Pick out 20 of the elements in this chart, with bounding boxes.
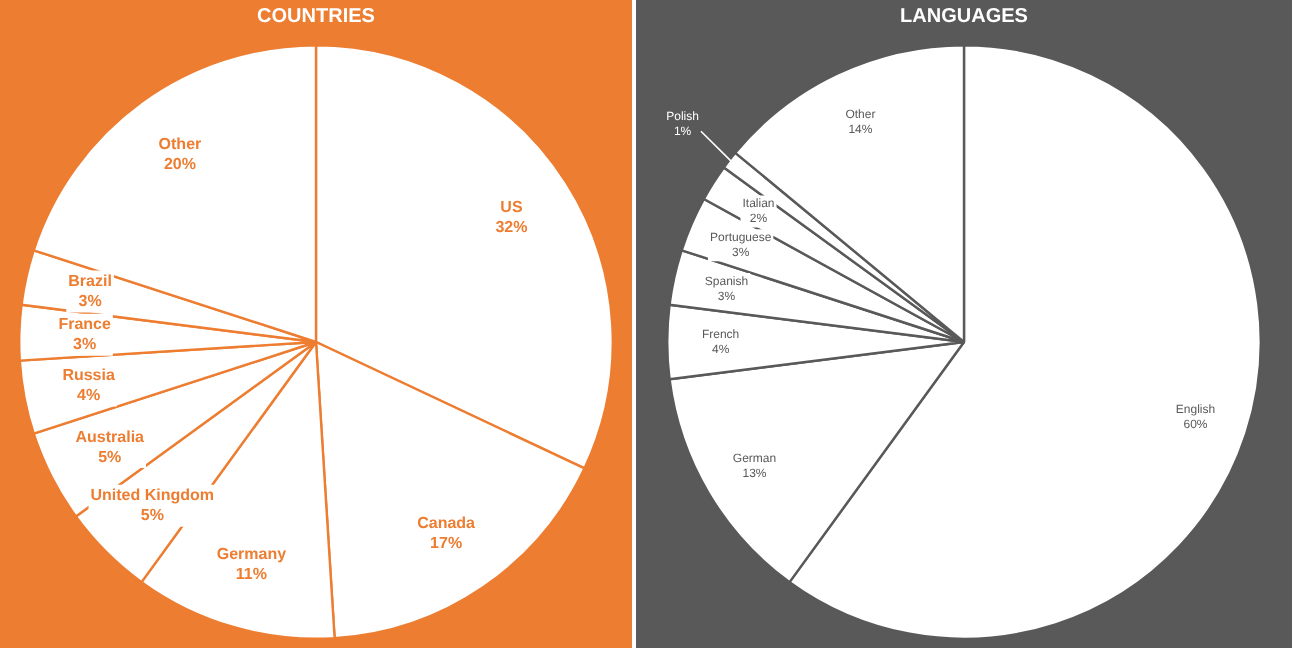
data-label: 3% — [73, 335, 97, 354]
slice-label: United Kingdom — [90, 486, 215, 505]
data-label: 20% — [163, 155, 196, 174]
data-label: 17% — [430, 533, 463, 552]
data-label: 32% — [495, 218, 528, 237]
slice-label: Brazil — [68, 271, 112, 290]
slice-label: France — [58, 315, 112, 334]
slice-label: Germany — [216, 544, 288, 563]
data-label: 4% — [77, 385, 101, 404]
slice-label: Canada — [417, 513, 477, 532]
chart-title: LANGUAGES — [898, 6, 1030, 28]
slice-label: Other — [158, 135, 202, 154]
chart-title: COUNTRIES — [255, 6, 377, 28]
data-label: 5% — [140, 506, 164, 525]
slice-label: Russia — [62, 365, 116, 384]
data-label: 5% — [98, 447, 122, 466]
data-label: 11% — [235, 564, 267, 583]
slice-label: Australia — [75, 427, 146, 446]
slice-label: US — [500, 198, 524, 217]
data-label: 3% — [78, 291, 102, 310]
